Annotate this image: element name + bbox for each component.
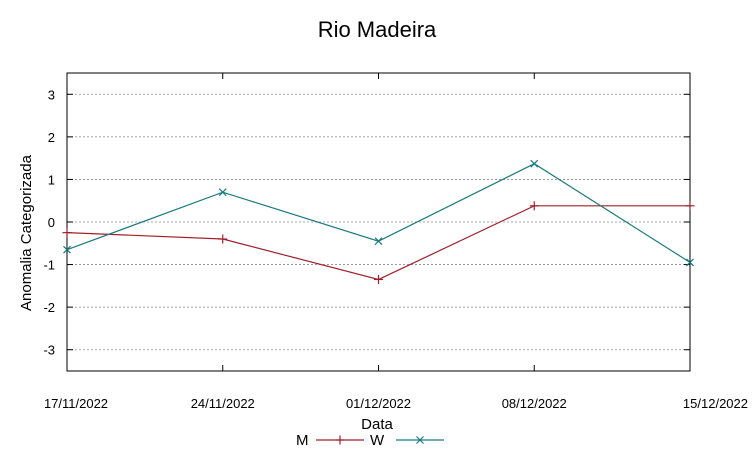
y-tick-label: 1 <box>48 172 55 187</box>
x-tick-label: 15/12/2022 <box>683 396 748 411</box>
data-point-M <box>62 228 72 238</box>
x-tick-label: 01/12/2022 <box>346 396 411 411</box>
data-point-M <box>218 234 228 244</box>
data-point-W <box>686 258 694 267</box>
series-line-M <box>66 205 690 281</box>
legend-label-W: W <box>370 432 385 449</box>
data-point-M <box>685 201 695 211</box>
y-tick-label: -1 <box>43 258 55 273</box>
y-tick-label: 3 <box>48 87 55 102</box>
data-point-M <box>374 274 383 284</box>
data-point-W <box>530 159 539 168</box>
legend-marker-W <box>416 436 424 444</box>
y-axis-title: Anomalia Categorizada <box>18 154 35 311</box>
legend-label-M: M <box>296 432 309 449</box>
x-tick-label: 08/12/2022 <box>502 396 567 411</box>
grid-lines <box>67 93 690 351</box>
data-point-W <box>374 237 383 246</box>
y-ticks: 3 2 1 0 -1 -2 -3 <box>43 87 690 358</box>
data-point-W <box>63 245 71 254</box>
chart-title: Rio Madeira <box>318 17 437 42</box>
data-point-W <box>218 188 227 197</box>
x-axis-title: Data <box>361 416 393 433</box>
y-tick-label: 0 <box>48 215 55 230</box>
x-tick-label: 17/11/2022 <box>44 396 108 411</box>
data-point-M <box>529 201 539 211</box>
x-ticks: 17/11/2022 24/11/2022 01/12/2022 08/12/2022… <box>44 73 748 411</box>
x-tick-label: 24/11/2022 <box>191 396 255 411</box>
series-line-W <box>66 163 691 263</box>
legend-marker-M <box>335 435 345 445</box>
y-tick-label: 2 <box>48 130 55 145</box>
series <box>62 159 695 284</box>
y-tick-label: -3 <box>43 343 55 358</box>
y-tick-label: -2 <box>43 300 55 315</box>
